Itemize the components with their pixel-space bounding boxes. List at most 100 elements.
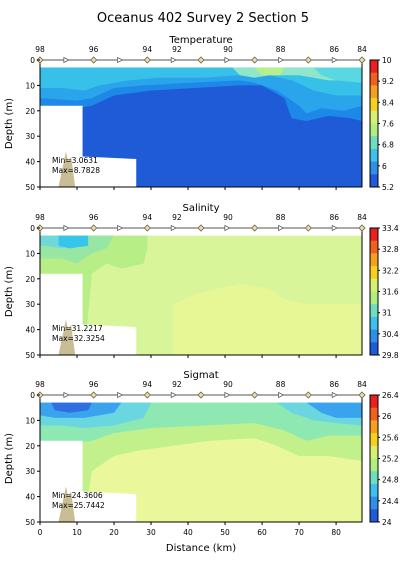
colorbar-tick-label: 30.4 <box>382 330 399 339</box>
direction-marker <box>117 391 124 399</box>
colorbar-segment <box>370 228 378 242</box>
direction-marker <box>117 56 124 64</box>
colorbar-segment <box>370 148 378 163</box>
station-marker-1 <box>90 224 98 232</box>
colorbar-segment <box>370 240 378 254</box>
station-marker-1 <box>90 391 98 399</box>
colorbar-segment <box>370 471 378 485</box>
direction-marker <box>63 224 70 232</box>
colorbar-segment <box>370 342 378 356</box>
station-label: 90 <box>223 213 233 222</box>
colorbar-tick-label: 24.8 <box>382 476 399 485</box>
station-label: 94 <box>143 45 153 54</box>
colorbar-segment <box>370 278 378 292</box>
station-label: 96 <box>89 380 99 389</box>
colorbar-segment <box>370 291 378 305</box>
colorbar-segment <box>370 304 378 318</box>
direction-marker <box>278 391 285 399</box>
station-marker-3 <box>197 56 205 64</box>
x-tick-label: 30 <box>146 528 156 537</box>
station-marker-6 <box>358 56 366 64</box>
y-tick-label: 40 <box>25 326 35 335</box>
panel-salinity: Salinity 98 96 94 92 90 88 86 84 0 10 20 30 40 50 Depth… <box>4 203 399 360</box>
y-tick-label: 40 <box>25 493 35 502</box>
colorbar: 10 9.2 8.4 7.6 6.8 6 5.2 <box>369 56 394 192</box>
y-tick-label: 30 <box>25 467 35 476</box>
y-tick-label: 50 <box>25 518 35 527</box>
station-label: 92 <box>172 213 182 222</box>
contour-region-0 <box>40 67 362 187</box>
bathymetry-shape <box>58 319 76 355</box>
min-value-text: Min=31.2217 <box>52 324 103 333</box>
colorbar-tick-label: 29.8 <box>382 351 399 360</box>
min-value-text: Min=24.3606 <box>52 491 103 500</box>
colorbar-segment <box>370 98 378 112</box>
x-tick-label: 40 <box>183 528 193 537</box>
station-label: 96 <box>89 213 99 222</box>
direction-marker <box>170 56 177 64</box>
colorbar: 33.4 32.8 32.2 31.6 31 30.4 29.8 <box>369 224 399 360</box>
station-label: 94 <box>143 213 153 222</box>
colorbar-segment <box>370 407 378 421</box>
station-marker-5 <box>304 56 312 64</box>
direction-marker <box>224 56 231 64</box>
direction-marker <box>331 224 338 232</box>
colorbar-segment <box>370 161 378 175</box>
bathymetry-shape <box>58 151 76 187</box>
direction-marker <box>117 224 124 232</box>
station-label: 96 <box>89 45 99 54</box>
colorbar-segment <box>370 445 378 459</box>
station-marker-2 <box>143 224 151 232</box>
station-label: 90 <box>223 45 233 54</box>
x-tick-label: 60 <box>257 528 267 537</box>
contour-field <box>40 228 362 355</box>
y-tick-label: 20 <box>25 275 35 284</box>
colorbar-segment <box>370 496 378 510</box>
station-label: 86 <box>329 380 339 389</box>
x-tick-label: 0 <box>38 528 43 537</box>
panel-sigmat: Sigmat 98 96 94 92 90 88 86 84 0 10 20 30 40 50 Depth (… <box>4 370 399 537</box>
panel-title: Salinity <box>183 203 220 214</box>
colorbar-tick-label: 26.4 <box>382 391 399 400</box>
contour-region-7 <box>51 402 92 413</box>
station-marker-4 <box>251 391 259 399</box>
station-label: 84 <box>357 45 367 54</box>
colorbar-segment <box>370 433 378 447</box>
contour-region-1 <box>40 402 362 522</box>
x-axis-title: Distance (km) <box>166 543 236 554</box>
contour-region-6 <box>313 67 362 83</box>
direction-marker <box>331 56 338 64</box>
y-axis-title: Depth (m) <box>4 266 15 317</box>
colorbar-segment <box>370 110 378 124</box>
colorbar-segment <box>370 72 378 86</box>
station-marker-1 <box>90 56 98 64</box>
colorbar-segment <box>370 395 378 409</box>
y-tick-label: 50 <box>25 183 35 192</box>
colorbar-segment <box>370 420 378 434</box>
station-label: 86 <box>329 213 339 222</box>
colorbar-segment <box>370 123 378 137</box>
colorbar-segment <box>370 509 378 523</box>
x-tick-label: 80 <box>331 528 341 537</box>
y-tick-label: 10 <box>25 416 35 425</box>
y-tick-label: 30 <box>25 300 35 309</box>
station-marker-2 <box>143 56 151 64</box>
station-label: 98 <box>35 45 45 54</box>
panel-temperature: Temperature 98 96 94 92 90 88 86 84 0 10 20 30 40 50 De… <box>4 35 394 192</box>
y-tick-label: 40 <box>25 158 35 167</box>
station-marker-3 <box>197 224 205 232</box>
max-value-text: Max=25.7442 <box>52 501 105 510</box>
colorbar-tick-label: 7.6 <box>382 120 394 129</box>
station-label: 92 <box>172 45 182 54</box>
y-tick-label: 10 <box>25 81 35 90</box>
station-label: 88 <box>276 45 286 54</box>
direction-marker <box>224 391 231 399</box>
max-value-text: Max=32.3254 <box>52 334 105 343</box>
x-tick-label: 10 <box>72 528 82 537</box>
max-value-text: Max=8.7828 <box>52 166 100 175</box>
colorbar-segment <box>370 266 378 280</box>
station-marker-3 <box>197 391 205 399</box>
colorbar-segment <box>370 136 378 150</box>
y-tick-label: 20 <box>25 442 35 451</box>
